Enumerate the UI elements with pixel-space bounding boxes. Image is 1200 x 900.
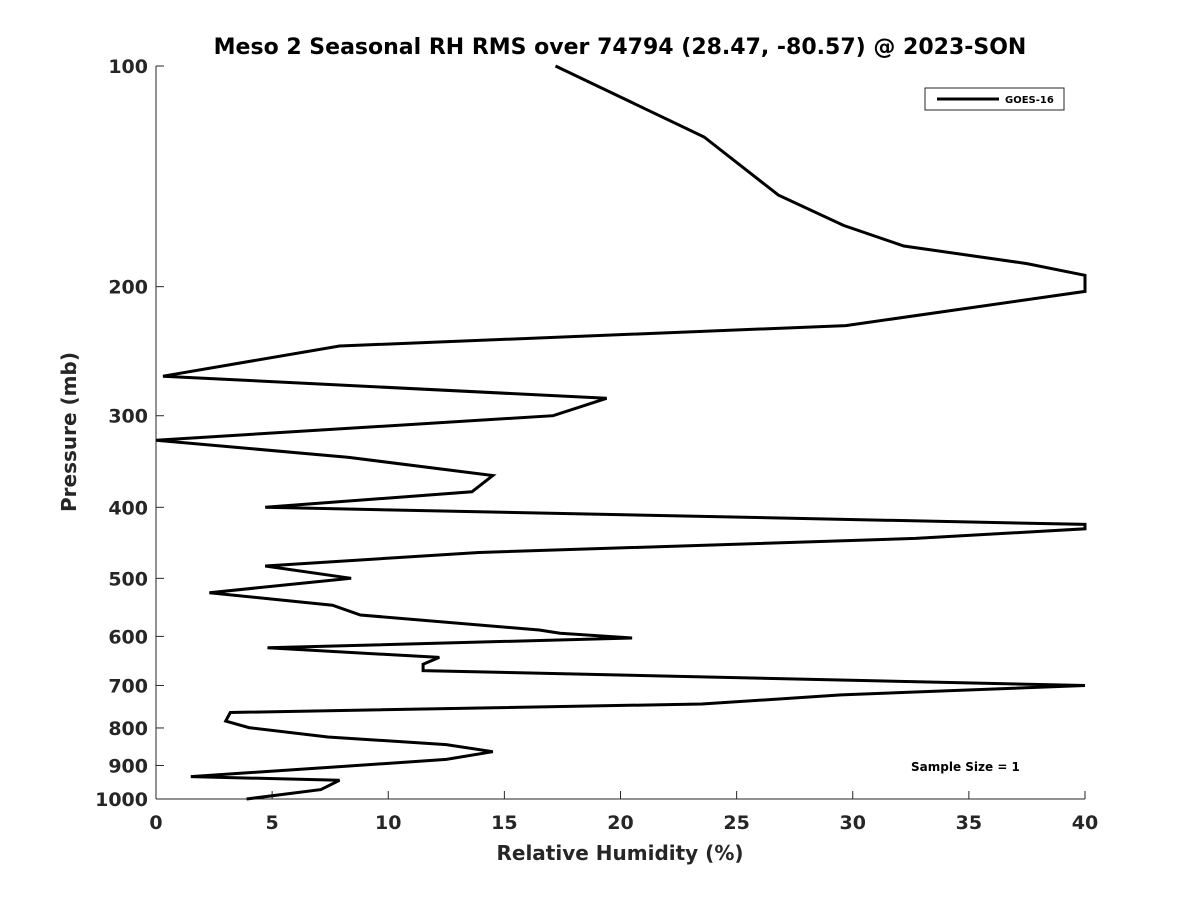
y-tick-label: 300	[108, 406, 148, 428]
chart-title: Meso 2 Seasonal RH RMS over 74794 (28.47…	[214, 35, 1027, 60]
y-tick-label: 100	[108, 56, 148, 78]
y-tick-label: 200	[108, 277, 148, 299]
y-ticks: 100 200 300 400 500 600 700 800 900 1000	[95, 56, 164, 811]
y-tick-label: 800	[108, 718, 148, 740]
x-tick-label: 35	[956, 812, 982, 834]
x-tick-label: 10	[375, 812, 401, 834]
y-tick-label: 900	[108, 755, 148, 777]
x-tick-label: 5	[266, 812, 279, 834]
x-tick-label: 20	[607, 812, 633, 834]
y-tick-label: 600	[108, 626, 148, 648]
y-tick-label: 500	[108, 568, 148, 590]
legend[interactable]: GOES-16	[924, 87, 1065, 111]
series-layer	[155, 64, 1087, 801]
x-ticks: 0 5 10 15 20 25 30 35 40	[149, 791, 1098, 834]
y-tick-label: 400	[108, 497, 148, 519]
x-axis-label: Relative Humidity (%)	[496, 841, 743, 865]
legend-entry-goes-16: GOES-16	[1005, 95, 1054, 106]
y-tick-label: 1000	[95, 789, 148, 811]
x-tick-label: 40	[1072, 812, 1098, 834]
x-tick-label: 15	[491, 812, 517, 834]
x-tick-label: 25	[723, 812, 749, 834]
y-axis-label: Pressure (mb)	[57, 352, 81, 512]
x-tick-label: 0	[149, 812, 162, 834]
series-line-goes-16	[155, 64, 1087, 801]
x-tick-label: 30	[840, 812, 866, 834]
y-tick-label: 700	[108, 675, 148, 697]
sample-size-annotation: Sample Size = 1	[911, 760, 1020, 774]
